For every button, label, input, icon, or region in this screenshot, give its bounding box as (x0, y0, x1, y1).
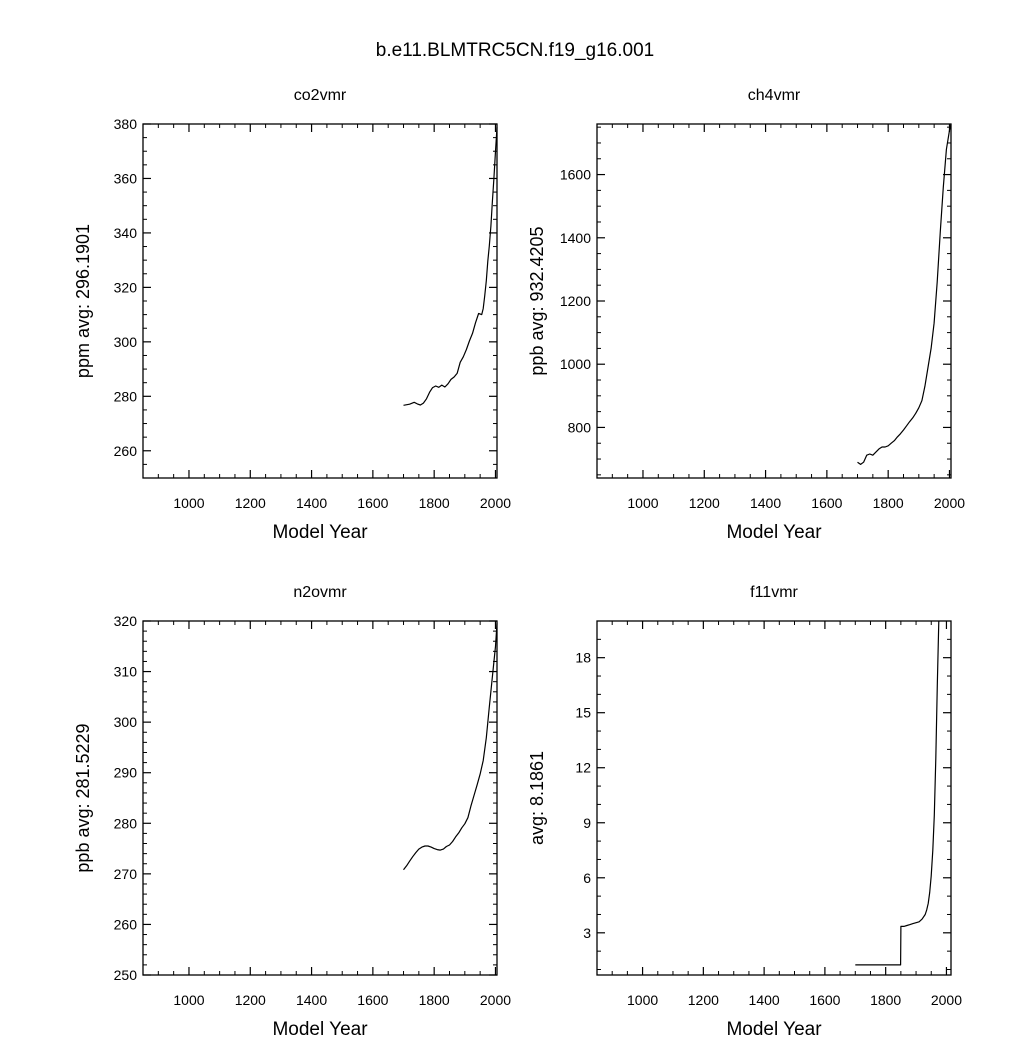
panel-co2vmr: 1000 1200 1400 1600 1800 2000 260 280 300 320 340 3… (73, 87, 511, 543)
y-tick-label: 800 (568, 419, 592, 435)
x-tick-label: 2000 (934, 495, 965, 511)
x-axis-label: Model Year (726, 1019, 822, 1040)
y-tick-label: 15 (575, 705, 591, 721)
x-tick-label: 1600 (811, 495, 842, 511)
x-tick-label: 1800 (870, 992, 901, 1008)
series-line (855, 620, 940, 966)
y-tick-label: 320 (114, 613, 138, 629)
y-tick-label: 12 (575, 760, 591, 776)
x-tick-label: 1600 (357, 992, 388, 1008)
x-tick-label: 1400 (296, 495, 327, 511)
x-tick-label: 1000 (173, 495, 204, 511)
y-tick-label: 340 (114, 225, 138, 241)
panel-title: n2ovmr (293, 584, 347, 601)
x-tick-label: 1400 (296, 992, 327, 1008)
x-tick-label: 1200 (688, 992, 719, 1008)
y-tick-label: 300 (114, 714, 138, 730)
x-tick-label: 1600 (809, 992, 840, 1008)
x-tick-label: 1000 (173, 992, 204, 1008)
x-axis-label: Model Year (272, 522, 368, 543)
y-tick-label: 9 (583, 815, 591, 831)
plot-frame (142, 620, 498, 976)
y-tick-label: 6 (583, 870, 591, 886)
plot-frame (142, 123, 498, 479)
y-tick-label: 280 (114, 388, 138, 404)
x-tick-label: 2000 (931, 992, 962, 1008)
y-axis-label: ppb avg: 932.4205 (527, 226, 547, 375)
panel-title: f11vmr (750, 584, 798, 601)
y-tick-label: 290 (114, 765, 138, 781)
panel-title: co2vmr (294, 87, 347, 104)
y-tick-label: 260 (114, 916, 138, 932)
y-tick-label: 300 (114, 334, 138, 350)
y-axis-label: ppm avg: 296.1901 (73, 224, 93, 378)
y-tick-label: 280 (114, 815, 138, 831)
y-tick-label: 270 (114, 866, 138, 882)
y-tick-label: 18 (575, 650, 591, 666)
x-tick-label: 1400 (749, 992, 780, 1008)
y-axis-label: ppb avg: 281.5229 (73, 723, 93, 872)
y-tick-label: 1400 (560, 230, 591, 246)
series-line (403, 623, 498, 871)
y-tick-label: 1000 (560, 356, 591, 372)
x-tick-label: 1800 (419, 992, 450, 1008)
y-tick-label: 1200 (560, 293, 591, 309)
x-tick-label: 2000 (480, 495, 511, 511)
panel-f11vmr: 1000 1200 1400 1600 1800 2000 3 6 9 12 15 18 f11vmr M… (527, 584, 962, 1040)
x-tick-label: 1800 (873, 495, 904, 511)
plot-frame (596, 123, 952, 479)
y-tick-label: 310 (114, 664, 138, 680)
y-tick-label: 380 (114, 116, 138, 132)
x-axis-label: Model Year (726, 522, 822, 543)
plot-frame (596, 620, 952, 976)
y-tick-label: 1600 (560, 167, 591, 183)
x-tick-label: 1000 (627, 992, 658, 1008)
panel-ch4vmr: 1000 1200 1400 1600 1800 2000 800 1000 1200 1400 1… (527, 87, 965, 543)
y-tick-label: 260 (114, 443, 138, 459)
y-axis-label: avg: 8.1861 (527, 751, 547, 845)
panel-title: ch4vmr (748, 87, 801, 104)
x-tick-label: 1200 (235, 495, 266, 511)
x-tick-label: 1800 (419, 495, 450, 511)
series-line (857, 123, 952, 465)
x-tick-label: 1600 (357, 495, 388, 511)
panel-n2ovmr: 1000 1200 1400 1600 1800 2000 250 260 270 280 290 3… (73, 584, 511, 1040)
y-tick-label: 250 (114, 967, 138, 983)
x-axis-label: Model Year (272, 1019, 368, 1040)
x-tick-label: 1200 (235, 992, 266, 1008)
y-tick-label: 320 (114, 279, 138, 295)
x-tick-label: 1000 (627, 495, 658, 511)
y-tick-label: 3 (583, 925, 591, 941)
x-tick-label: 1400 (750, 495, 781, 511)
figure-title: b.e11.BLMTRC5CN.f19_g16.001 (375, 40, 655, 61)
x-tick-label: 1200 (689, 495, 720, 511)
x-tick-label: 2000 (480, 992, 511, 1008)
series-line (403, 127, 498, 406)
y-tick-label: 360 (114, 170, 138, 186)
